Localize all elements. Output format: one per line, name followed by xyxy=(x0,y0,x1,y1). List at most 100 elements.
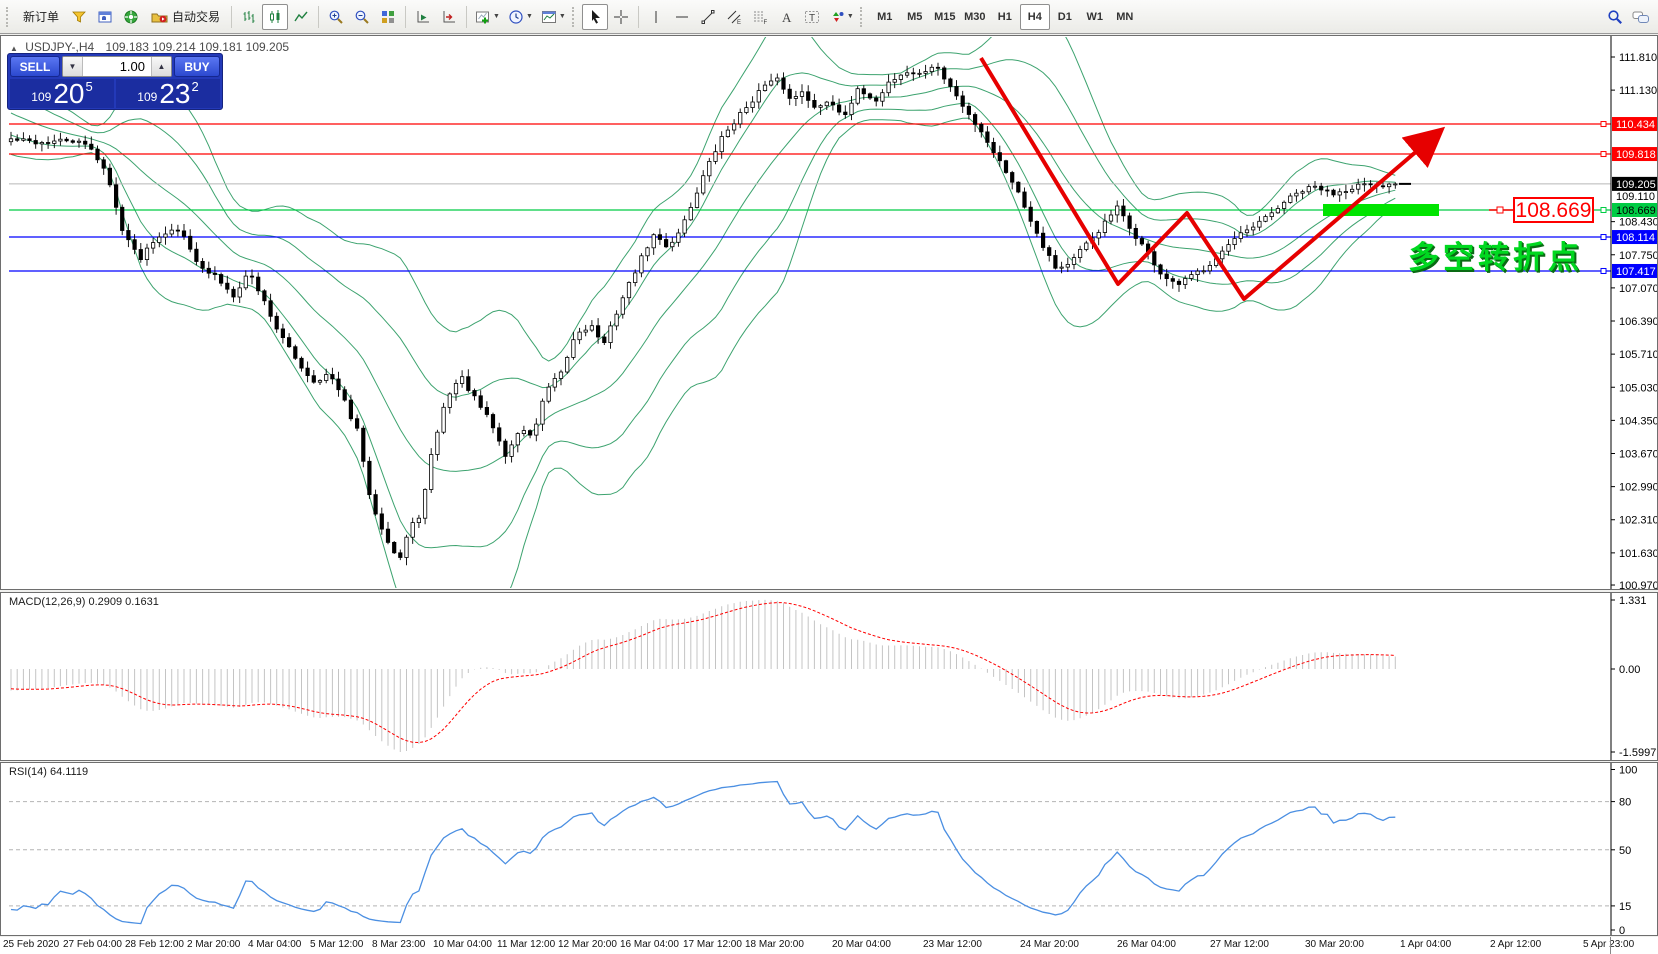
timeframe-mn-button[interactable]: MN xyxy=(1110,4,1140,30)
sell-quote[interactable]: 109 20 5 xyxy=(10,79,114,108)
date-label: 11 Mar 12:00 xyxy=(497,939,556,950)
chart-symbol-period: USDJPY-,H4 xyxy=(25,40,95,54)
toolbar-grip[interactable] xyxy=(859,6,865,27)
arrows-icon[interactable]: ▼ xyxy=(825,4,858,30)
time-axis[interactable]: 25 Feb 2020 27 Feb 04:00 28 Feb 12:00 2 Mar… xyxy=(0,937,1658,954)
cursor-icon[interactable] xyxy=(581,3,608,30)
macd-indicator-panel[interactable]: 1.331 0.00 -1.5997 xyxy=(0,592,1658,761)
svg-text:105.030: 105.030 xyxy=(1619,382,1657,394)
svg-text:105.710: 105.710 xyxy=(1619,349,1657,361)
svg-text:102.310: 102.310 xyxy=(1619,515,1657,527)
svg-text:50: 50 xyxy=(1619,845,1631,857)
candlestick-chart-icon[interactable] xyxy=(262,3,289,30)
timeframe-m30-button[interactable]: M30 xyxy=(960,4,990,30)
svg-text:100.970: 100.970 xyxy=(1619,580,1657,589)
date-label: 2 Apr 12:00 xyxy=(1490,939,1542,950)
buy-button[interactable]: BUY xyxy=(174,56,220,77)
svg-text:-1.5997: -1.5997 xyxy=(1619,747,1656,759)
date-label: 18 Mar 20:00 xyxy=(745,939,804,950)
date-label: 28 Feb 12:00 xyxy=(125,939,184,950)
auto-scroll-icon[interactable] xyxy=(410,4,436,30)
svg-text:0: 0 xyxy=(1619,925,1625,935)
svg-text:111.130: 111.130 xyxy=(1619,85,1657,97)
volume-increase-button[interactable]: ▲ xyxy=(151,57,171,76)
zoom-out-icon[interactable] xyxy=(349,4,375,30)
fibonacci-icon[interactable]: F xyxy=(747,4,773,30)
buy-quote[interactable]: 109 23 2 xyxy=(116,79,220,108)
market-watch-icon[interactable] xyxy=(66,4,92,30)
trend-line-icon[interactable] xyxy=(695,4,721,30)
macd-values: 0.2909 0.1631 xyxy=(88,596,159,608)
tile-windows-icon[interactable] xyxy=(375,4,401,30)
date-label: 1 Apr 04:00 xyxy=(1400,939,1452,950)
svg-text:108.669: 108.669 xyxy=(1616,205,1656,217)
chart-ohlc-values: 109.183 109.214 109.181 109.205 xyxy=(105,40,290,54)
chart-shift-icon[interactable] xyxy=(436,4,462,30)
toolbar-grip[interactable] xyxy=(571,6,577,27)
bar-chart-icon[interactable] xyxy=(236,4,262,30)
timeframe-m15-button[interactable]: M15 xyxy=(930,4,960,30)
price-chart-panel[interactable]: 111.810 111.130 108.430 107.750 107.070 106.3… xyxy=(0,35,1658,590)
crosshair-icon[interactable] xyxy=(608,4,634,30)
level-price-annotation-box[interactable]: 108.669 xyxy=(1513,197,1594,223)
toolbar: 新订单 自动交易 xyxy=(0,0,1658,34)
sell-button[interactable]: SELL xyxy=(10,56,60,77)
periods-icon[interactable]: ▼ xyxy=(504,4,537,30)
chat-icon[interactable] xyxy=(1628,4,1654,30)
collapse-chart-icon[interactable]: ▲ xyxy=(10,44,18,53)
search-icon[interactable] xyxy=(1602,4,1628,30)
svg-text:109.110: 109.110 xyxy=(1616,191,1655,203)
toolbar-grip[interactable] xyxy=(6,6,11,27)
zoom-in-icon[interactable] xyxy=(323,4,349,30)
macd-label: MACD(12,26,9) 0.2909 0.1631 xyxy=(9,596,159,608)
timeframe-w1-button[interactable]: W1 xyxy=(1080,4,1110,30)
svg-text:110.434: 110.434 xyxy=(1616,119,1655,131)
annotation-text-turning-point[interactable]: 多空转折点 xyxy=(1408,240,1583,275)
line-chart-icon[interactable] xyxy=(288,4,314,30)
date-label: 30 Mar 20:00 xyxy=(1305,939,1364,950)
navigator-icon[interactable] xyxy=(118,4,144,30)
volume-stepper: ▼ 1.00 ▲ xyxy=(62,56,172,77)
svg-text:107.070: 107.070 xyxy=(1619,283,1657,295)
svg-text:111.810: 111.810 xyxy=(1619,52,1657,64)
timeframe-h1-button[interactable]: H1 xyxy=(990,4,1020,30)
date-label: 24 Mar 20:00 xyxy=(1020,939,1079,950)
autotrading-label: 自动交易 xyxy=(172,10,221,24)
macd-canvas[interactable]: 1.331 0.00 -1.5997 xyxy=(1,593,1657,760)
volume-decrease-button[interactable]: ▼ xyxy=(63,57,83,76)
svg-text:A: A xyxy=(782,10,792,25)
date-label: 5 Mar 12:00 xyxy=(310,939,364,950)
axis-divider xyxy=(1610,937,1611,954)
autotrading-button[interactable]: 自动交易 xyxy=(144,4,227,30)
svg-text:0.00: 0.00 xyxy=(1619,664,1640,676)
svg-text:108.114: 108.114 xyxy=(1616,232,1655,244)
timeframe-d1-button[interactable]: D1 xyxy=(1050,4,1080,30)
data-window-icon[interactable] xyxy=(92,4,118,30)
timeframe-h4-button[interactable]: H4 xyxy=(1019,3,1050,30)
text-icon[interactable]: A xyxy=(773,4,799,30)
add-indicator-icon[interactable]: ▼ xyxy=(471,4,504,30)
new-order-button[interactable]: 新订单 xyxy=(16,4,66,30)
date-label: 12 Mar 20:00 xyxy=(558,939,617,950)
volume-input[interactable]: 1.00 xyxy=(119,59,145,74)
rsi-indicator-panel[interactable]: 100 80 50 15 0 xyxy=(0,762,1658,936)
vertical-line-icon[interactable] xyxy=(643,4,669,30)
date-label: 10 Mar 04:00 xyxy=(433,939,492,950)
date-label: 5 Apr 23:00 xyxy=(1583,939,1635,950)
timeframe-m5-button[interactable]: M5 xyxy=(900,4,930,30)
rsi-canvas[interactable]: 100 80 50 15 0 xyxy=(1,763,1657,935)
text-label-icon[interactable]: T xyxy=(799,4,825,30)
svg-text:102.990: 102.990 xyxy=(1619,482,1657,494)
date-label: 23 Mar 12:00 xyxy=(923,939,982,950)
chart-title: ▲ USDJPY-,H4 109.183 109.214 109.181 109… xyxy=(10,40,289,54)
svg-text:1.331: 1.331 xyxy=(1619,595,1647,607)
timeframe-m1-button[interactable]: M1 xyxy=(870,4,900,30)
svg-text:107.750: 107.750 xyxy=(1619,250,1657,262)
date-label: 27 Mar 12:00 xyxy=(1210,939,1269,950)
templates-icon[interactable]: ▼ xyxy=(537,4,570,30)
rsi-label: RSI(14) 64.1119 xyxy=(9,766,89,778)
horizontal-line-icon[interactable] xyxy=(669,4,695,30)
equidistant-channel-icon[interactable]: E xyxy=(721,4,747,30)
price-chart-canvas[interactable]: 111.810 111.130 108.430 107.750 107.070 106.3… xyxy=(1,36,1657,589)
